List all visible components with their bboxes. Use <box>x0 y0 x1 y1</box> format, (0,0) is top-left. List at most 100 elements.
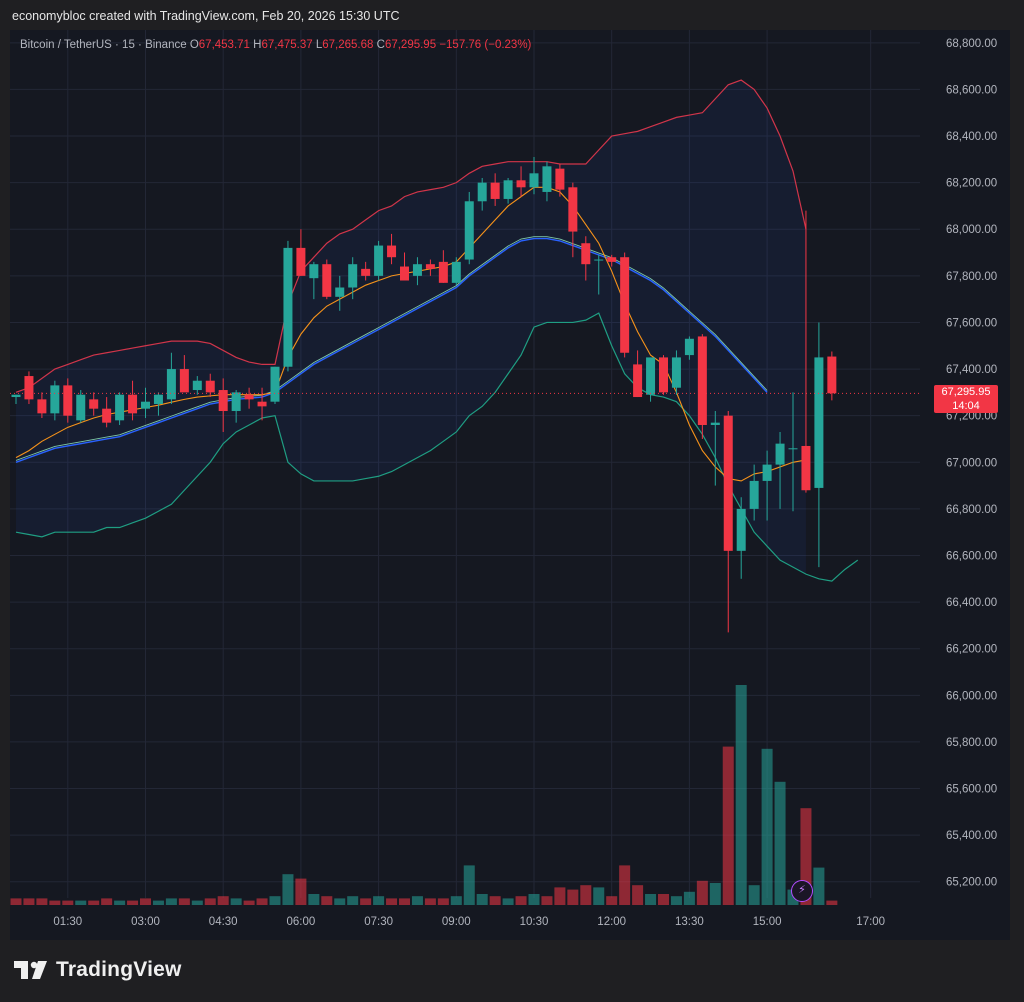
volume-bar <box>49 900 61 905</box>
candle-body <box>529 173 539 188</box>
x-tick-label: 12:00 <box>597 916 626 928</box>
tradingview-logo[interactable]: TradingView <box>14 958 182 982</box>
y-tick-label: 66,000.00 <box>946 690 997 702</box>
candle-body <box>141 401 150 409</box>
last-price-value: 67,295.95 <box>941 386 991 399</box>
volume-bar <box>321 896 333 905</box>
bollinger-upper-line <box>15 79 807 393</box>
candle-body <box>11 394 21 398</box>
volume-bar <box>800 808 812 905</box>
candle-body <box>684 338 694 356</box>
volume-bar <box>114 900 126 905</box>
candle-body <box>192 380 202 391</box>
volume-bar <box>424 898 436 905</box>
candle-body <box>581 243 591 265</box>
candle-body <box>451 261 461 283</box>
brand-name: TradingView <box>56 958 182 981</box>
candle-body <box>542 166 552 192</box>
candle-body <box>697 336 707 425</box>
candle-body <box>633 364 643 398</box>
volume-bar <box>269 896 281 905</box>
candle-body <box>115 394 125 421</box>
volume-bar <box>437 898 449 905</box>
bar-countdown: 14:04 <box>952 400 980 413</box>
volume-bar <box>515 896 527 905</box>
volume-bar <box>23 898 35 905</box>
candle-body <box>322 264 332 297</box>
volume-bar <box>619 865 631 905</box>
candle-body <box>555 168 565 190</box>
candle-body <box>671 357 681 388</box>
volume-bar <box>411 896 423 905</box>
volume-bar <box>632 885 644 905</box>
volume-bar <box>295 878 307 905</box>
legend-low-value: 67,265.68 <box>322 39 374 51</box>
candle-body <box>749 480 759 509</box>
moving-average-basis <box>15 236 768 461</box>
candle-body <box>736 508 746 551</box>
volume-bar <box>670 896 682 905</box>
flash-icon[interactable]: ⚡ <box>791 880 813 902</box>
y-tick-label: 67,800.00 <box>946 271 997 283</box>
legend-open-label: O <box>189 39 199 51</box>
candle-body <box>270 366 280 402</box>
x-tick-label: 10:30 <box>520 916 549 928</box>
price-chart[interactable]: 68,800.00 68,600.00 68,400.00 68,200.00 68,0… <box>10 30 1010 940</box>
volume-bar <box>709 883 721 905</box>
candle-body <box>361 268 371 276</box>
volume-bar <box>243 900 255 905</box>
legend-low-label: L <box>315 39 323 51</box>
y-tick-label: 68,200.00 <box>946 178 997 190</box>
candle-body <box>659 357 668 393</box>
legend-close-value: 67,295.95 <box>384 39 437 51</box>
candle-body <box>166 369 176 400</box>
x-tick-label: 13:30 <box>675 916 704 928</box>
candle-body <box>63 385 73 416</box>
volume-bar <box>735 685 747 905</box>
volume-bar <box>217 896 229 905</box>
candle-body <box>257 401 267 407</box>
legend-high-label: H <box>253 39 262 51</box>
legend-change: −157.76 (−0.23%) <box>439 39 532 51</box>
volume-bar <box>36 898 48 905</box>
candle-body <box>516 180 526 188</box>
volume-bar <box>554 887 566 905</box>
creator-line: economybloc created with TradingView.com… <box>12 9 400 23</box>
x-tick-label: 07:30 <box>364 916 393 928</box>
candle-body <box>412 264 422 276</box>
legend-close-label: C <box>376 39 385 51</box>
tradingview-logo-icon <box>14 961 47 979</box>
chart-area[interactable]: 68,800.00 68,600.00 68,400.00 68,200.00 68,0… <box>10 30 1010 940</box>
y-tick-label: 68,000.00 <box>946 224 997 236</box>
volume-bar <box>127 900 139 905</box>
y-tick-label: 68,400.00 <box>946 131 997 143</box>
bollinger-lower-line <box>15 312 859 582</box>
legend-open-value: 67,453.71 <box>198 39 250 51</box>
candle-body <box>374 245 384 276</box>
x-tick-label: 06:00 <box>287 916 316 928</box>
y-tick-label: 67,200.00 <box>946 411 997 423</box>
volume-bar <box>230 898 242 905</box>
volume-bar <box>658 894 669 905</box>
candle-body <box>37 399 47 414</box>
volume-bar <box>476 894 488 905</box>
candle-body <box>24 376 34 400</box>
y-tick-label: 67,000.00 <box>946 457 997 469</box>
candle-body <box>179 369 189 393</box>
volume-bar <box>334 898 346 905</box>
volume-bar <box>696 880 708 905</box>
candle-body <box>102 408 112 423</box>
x-tick-label: 01:30 <box>53 916 82 928</box>
volume-bar <box>88 900 100 905</box>
volume-bar <box>593 887 605 905</box>
y-tick-label: 65,800.00 <box>946 737 997 749</box>
candle-body <box>387 245 397 258</box>
candle-body <box>283 247 293 367</box>
volume-bar <box>541 896 553 905</box>
y-tick-label: 66,800.00 <box>946 504 997 516</box>
volume-bar <box>62 900 74 905</box>
volume-bar <box>347 896 359 905</box>
volume-bar <box>399 898 410 905</box>
x-tick-label: 03:00 <box>131 916 160 928</box>
symbol-legend: Bitcoin / TetherUS · 15 · Binance O67,45… <box>20 39 531 51</box>
